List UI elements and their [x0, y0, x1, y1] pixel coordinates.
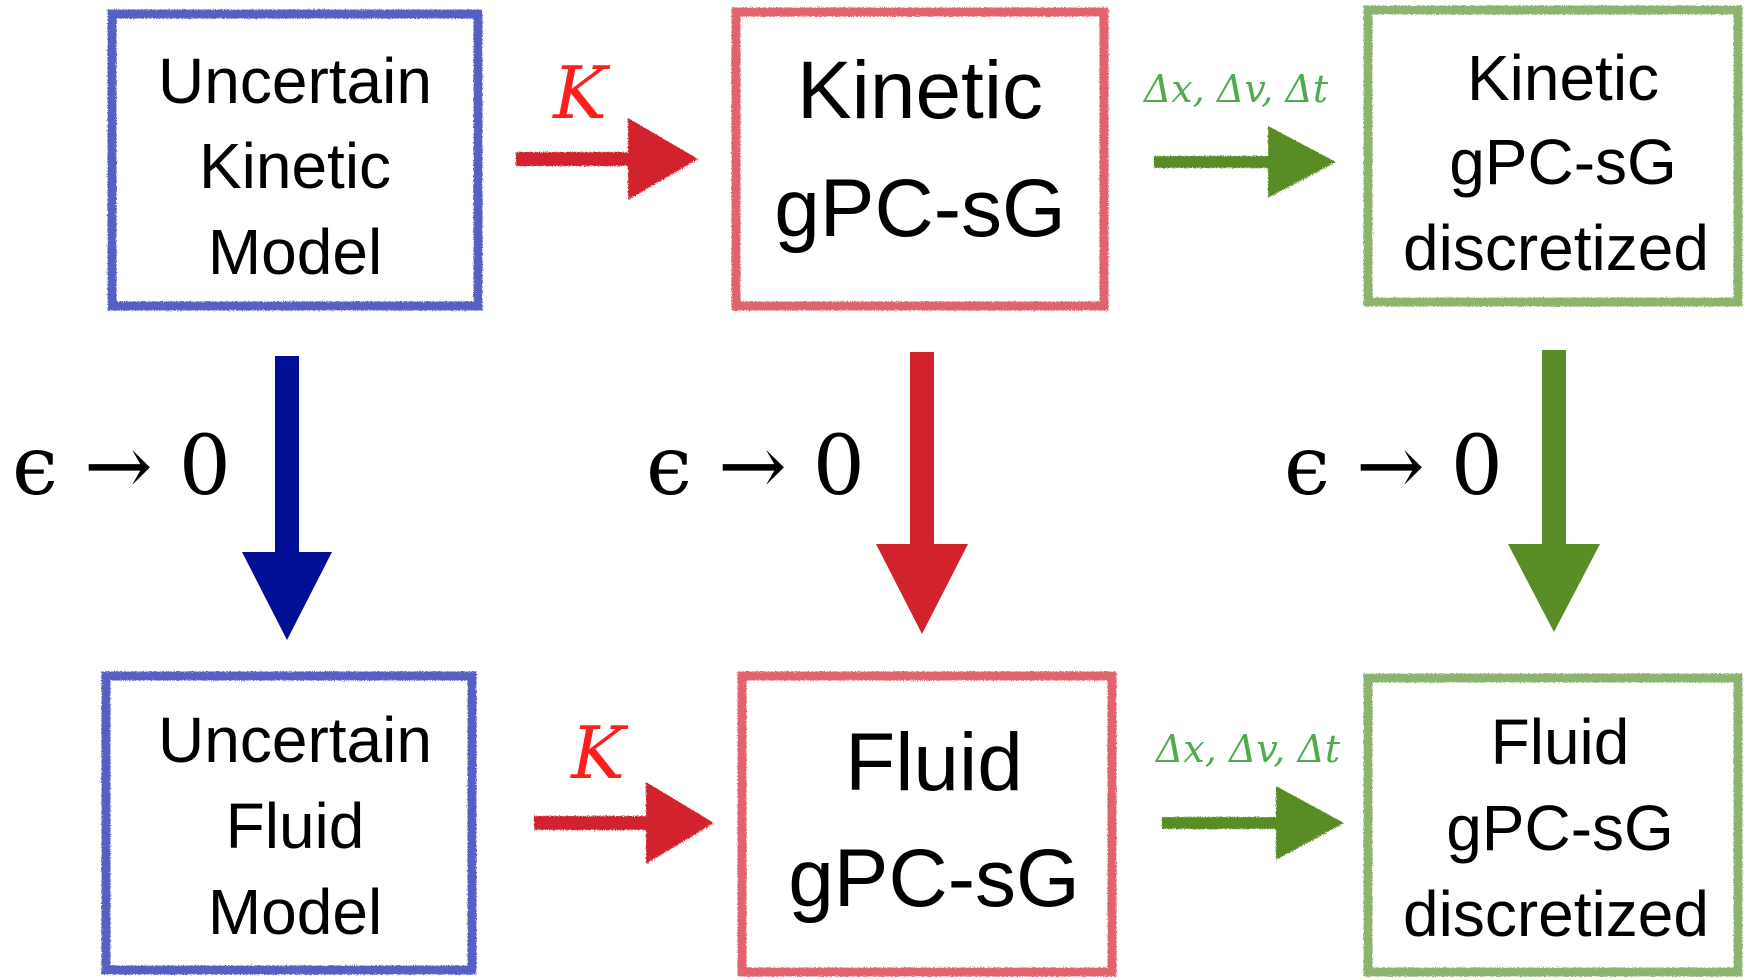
arrow-limit-right: [1508, 350, 1600, 632]
box-uncertain-kinetic-model: Uncertain Kinetic Model: [107, 9, 483, 311]
box-fluid-gpc-sg: Fluid gPC-sG: [737, 671, 1117, 977]
arrow-k-bottom: [534, 782, 714, 864]
limit-label-mid: ϵ → 0: [646, 419, 865, 514]
limit-label-right: ϵ → 0: [1284, 419, 1503, 514]
box-kinetic-gpc-sg-discretized: Kinetic gPC-sG discretized: [1363, 5, 1743, 307]
box-line: Fluid: [1491, 706, 1630, 778]
box-line: gPC-sG: [1446, 792, 1674, 864]
box-line: gPC-sG: [774, 163, 1066, 254]
arrow-limit-mid: [876, 352, 968, 634]
limit-label-left: ϵ → 0: [12, 419, 231, 514]
box-line: discretized: [1403, 878, 1709, 950]
arrow-disc-bottom: [1162, 786, 1344, 860]
box-line: Kinetic: [797, 45, 1043, 136]
box-line: Model: [208, 216, 382, 288]
box-line: Model: [208, 876, 382, 948]
disc-label-bottom: Δx, Δv, Δt: [1154, 727, 1341, 771]
box-line: Uncertain: [158, 704, 432, 776]
box-line: Uncertain: [158, 45, 432, 117]
box-line: Fluid: [226, 790, 365, 862]
box-line: Fluid: [845, 717, 1023, 808]
box-line: discretized: [1403, 212, 1709, 284]
k-label-top: K: [551, 51, 611, 135]
box-line: Kinetic: [1467, 42, 1659, 114]
k-label-bottom: K: [569, 711, 629, 795]
arrow-limit-left: [242, 356, 332, 640]
box-kinetic-gpc-sg: Kinetic gPC-sG: [731, 7, 1109, 311]
arrow-disc-top: [1154, 126, 1336, 198]
box-line: gPC-sG: [1449, 126, 1677, 198]
arrow-k-top: [516, 118, 698, 200]
box-uncertain-fluid-model: Uncertain Fluid Model: [101, 671, 477, 975]
disc-label-top: Δx, Δv, Δt: [1142, 67, 1329, 111]
box-line: gPC-sG: [788, 833, 1080, 924]
box-line: Kinetic: [199, 130, 391, 202]
box-fluid-gpc-sg-discretized: Fluid gPC-sG discretized: [1363, 673, 1743, 977]
